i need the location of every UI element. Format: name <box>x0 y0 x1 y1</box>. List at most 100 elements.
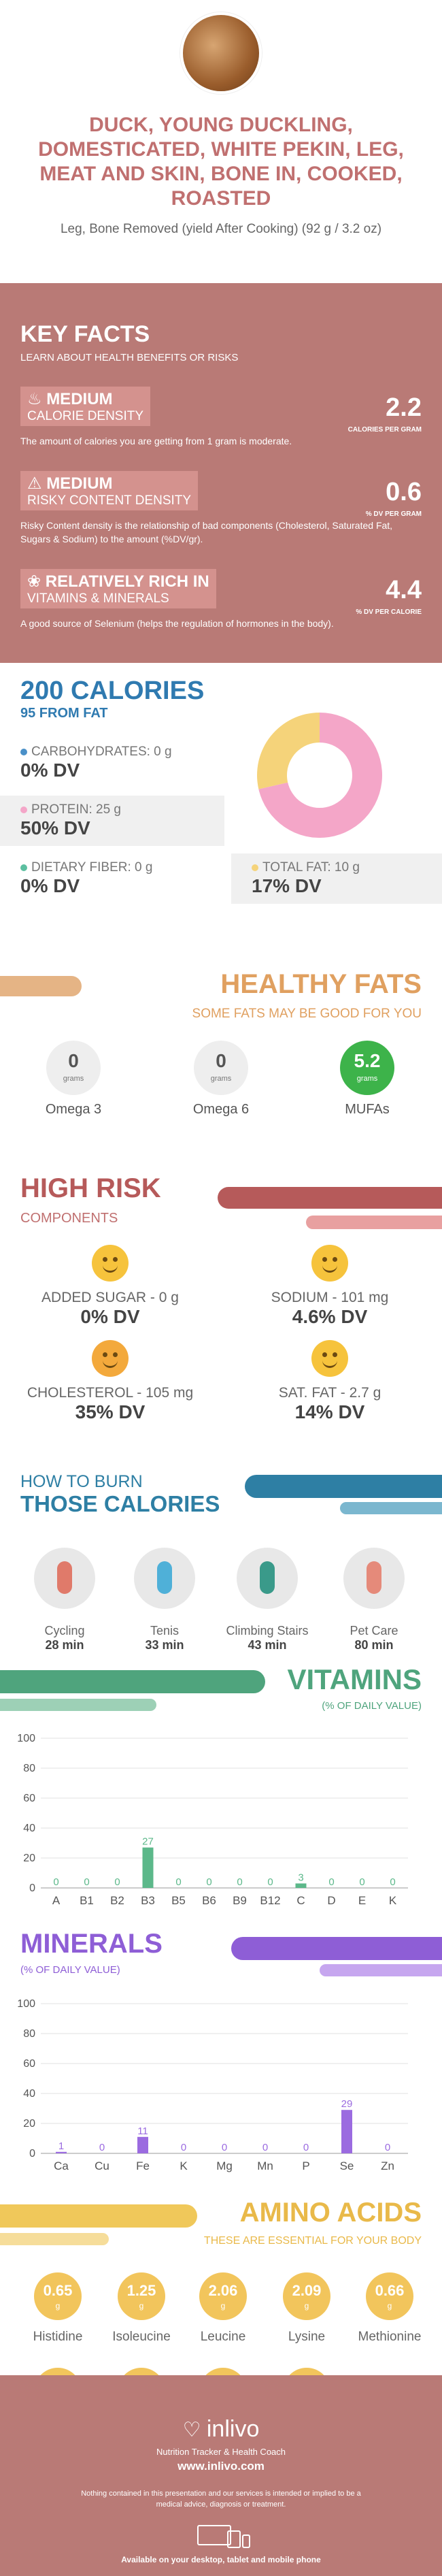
leaf-icon: ❀ <box>27 572 46 591</box>
activity-cycling: Cycling 28 min <box>14 1548 116 1652</box>
amino-subtitle: THESE ARE ESSENTIAL FOR YOUR BODY <box>203 2235 422 2247</box>
bar-value-label: 0 <box>359 1876 364 1888</box>
bar-value-label: 0 <box>99 2142 105 2153</box>
header: DUCK, YOUNG DUCKLING, DOMESTICATED, WHIT… <box>0 12 442 283</box>
protein-dot <box>20 806 27 813</box>
devices-icon <box>190 2525 252 2548</box>
bar-value-label: 1 <box>58 2140 64 2152</box>
bar-value-label: 29 <box>341 2098 353 2110</box>
bar-value-label: 0 <box>181 2142 186 2153</box>
x-tick-label: B9 <box>233 1894 247 1907</box>
risk-name: ADDED SUGAR - 0 g <box>41 1290 179 1305</box>
amino-value: 2.06 <box>208 2282 238 2299</box>
fact-value: 0.6 % DV PER GRAM <box>366 478 422 519</box>
cycling-icon <box>34 1548 95 1609</box>
serving-size: Leg, Bone Removed (yield After Cooking) … <box>60 222 382 236</box>
fiber-dv: 0% DV <box>20 875 80 896</box>
fact-tag: ❀ RELATIVELY RICH IN VITAMINS & MINERALS <box>20 569 216 608</box>
decorative-bar <box>0 1670 265 1693</box>
x-tick-label: Cu <box>95 2159 109 2172</box>
carbs-label: CARBOHYDRATES: 0 g <box>31 745 172 759</box>
fact-unit: % DV PER CALORIE <box>356 608 422 616</box>
x-tick-label: B3 <box>141 1894 155 1907</box>
fact-name: CALORIE DENSITY <box>27 409 144 423</box>
fact-number: 0.6 <box>386 478 422 506</box>
protein-label: PROTEIN: 25 g <box>31 802 121 817</box>
fact-calorie-density: ♨ MEDIUM CALORIE DENSITY 2.2 CALORIES PE… <box>20 387 422 448</box>
healthy-fats-subtitle: SOME FATS MAY BE GOOD FOR YOU <box>192 1007 422 1021</box>
burn-title-bottom: THOSE CALORIES <box>20 1491 220 1516</box>
amino-value: 0.65 <box>43 2282 73 2299</box>
risk-sat-fat: SAT. FAT - 2.7 g 14% DV <box>228 1340 432 1423</box>
x-tick-label: Mg <box>216 2159 233 2172</box>
risk-sodium: SODIUM - 101 mg 4.6% DV <box>228 1245 432 1328</box>
bar-value-label: 0 <box>385 2142 390 2153</box>
y-tick-label: 60 <box>23 2058 35 2070</box>
bar-value-label: 27 <box>142 1836 154 1848</box>
activity-pet-care: Pet Care 80 min <box>323 1548 425 1652</box>
amino-title: AMINO ACIDS <box>239 2198 422 2228</box>
fact-unit: CALORIES PER GRAM <box>347 426 422 434</box>
smiley-icon <box>311 1340 348 1377</box>
vitamins-subtitle: (% OF DAILY VALUE) <box>322 1700 422 1712</box>
fat-dot <box>252 864 258 871</box>
vitamins-title: VITAMINS <box>287 1663 422 1695</box>
fat-label: TOTAL FAT: 10 g <box>262 860 360 875</box>
macro-protein: PROTEIN: 25 g 50% DV <box>0 796 224 846</box>
y-tick-label: 20 <box>23 2118 35 2130</box>
x-tick-label: Ca <box>54 2159 69 2172</box>
fact-name: RISKY CONTENT DENSITY <box>27 493 192 508</box>
footer-available: Available on your desktop, tablet and mo… <box>121 2555 321 2564</box>
x-tick-label: B5 <box>171 1894 186 1907</box>
bar <box>341 2110 352 2153</box>
heart-icon: ♡ <box>182 2419 207 2441</box>
fat-unit: grams <box>356 1075 378 1083</box>
fat-value: 0 <box>68 1050 79 1071</box>
fact-number: 4.4 <box>386 576 422 604</box>
fact-value: 4.4 % DV PER CALORIE <box>356 576 422 617</box>
x-tick-label: K <box>180 2159 188 2172</box>
fact-unit: % DV PER GRAM <box>365 510 422 518</box>
decorative-bar <box>0 976 82 996</box>
calories-title: 200 CALORIES <box>20 676 205 705</box>
fat-omega3: 0 grams Omega 3 <box>33 1041 114 1118</box>
bar-value-label: 0 <box>328 1876 334 1888</box>
fact-risky-content: ⚠ MEDIUM RISKY CONTENT DENSITY 0.6 % DV … <box>20 471 422 546</box>
amino-name: Methionine <box>358 2330 422 2344</box>
x-tick-label: B2 <box>110 1894 124 1907</box>
tennis-icon <box>134 1548 195 1609</box>
risk-name: SAT. FAT - 2.7 g <box>278 1385 381 1401</box>
decorative-bar <box>340 1502 442 1514</box>
decorative-bar <box>0 2204 197 2228</box>
x-tick-label: A <box>52 1894 61 1907</box>
activity-name: Pet Care <box>350 1624 398 1637</box>
decorative-bar <box>306 1216 442 1229</box>
fat-unit: grams <box>210 1075 232 1083</box>
fiber-dot <box>20 864 27 871</box>
bar-value-label: 0 <box>114 1876 120 1888</box>
risk-added-sugar: ADDED SUGAR - 0 g 0% DV <box>8 1245 212 1328</box>
fat-value: 5.2 <box>354 1050 381 1071</box>
footer-url[interactable]: www.inlivo.com <box>177 2460 265 2473</box>
high-risk-title: HIGH RISK <box>20 1173 161 1203</box>
activity-stairs: Climbing Stairs 43 min <box>216 1548 318 1652</box>
y-tick-label: 40 <box>23 2088 35 2100</box>
warning-icon: ⚠ <box>27 474 47 493</box>
healthy-fats-title: HEALTHY FATS <box>220 969 422 999</box>
amino-circle: 2.06 g <box>199 2272 247 2320</box>
bar-value-label: 0 <box>206 1876 211 1888</box>
activity-name: Cycling <box>44 1624 85 1637</box>
stairs-icon <box>237 1548 298 1609</box>
bar-value-label: 0 <box>303 2142 309 2153</box>
amino-value: 1.25 <box>126 2282 156 2299</box>
inlivo-logo: ♡ inlivo <box>182 2416 260 2442</box>
y-tick-label: 0 <box>29 1882 35 1894</box>
amino-name: Leucine <box>200 2330 246 2344</box>
macro-fat: TOTAL FAT: 10 g 17% DV <box>231 853 442 904</box>
fat-name: MUFAs <box>345 1102 390 1117</box>
smiley-icon <box>311 1245 348 1282</box>
x-tick-label: B1 <box>80 1894 94 1907</box>
y-tick-label: 40 <box>23 1823 35 1834</box>
fact-tag: ♨ MEDIUM CALORIE DENSITY <box>20 387 151 426</box>
